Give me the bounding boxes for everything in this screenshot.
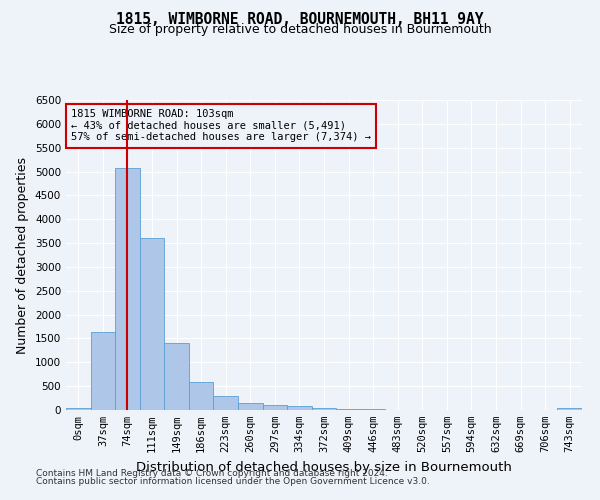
- Bar: [557, 408, 582, 410]
- Text: Contains HM Land Registry data © Crown copyright and database right 2024.: Contains HM Land Registry data © Crown c…: [36, 468, 388, 477]
- Bar: [214, 396, 238, 410]
- Bar: [115, 168, 140, 410]
- Bar: [140, 238, 164, 410]
- Text: 1815, WIMBORNE ROAD, BOURNEMOUTH, BH11 9AY: 1815, WIMBORNE ROAD, BOURNEMOUTH, BH11 9…: [116, 12, 484, 28]
- Bar: [91, 332, 115, 410]
- Text: Contains public sector information licensed under the Open Government Licence v3: Contains public sector information licen…: [36, 477, 430, 486]
- Bar: [66, 408, 91, 410]
- Bar: [336, 409, 361, 410]
- Bar: [263, 405, 287, 410]
- Bar: [189, 382, 214, 410]
- Y-axis label: Number of detached properties: Number of detached properties: [16, 156, 29, 354]
- X-axis label: Distribution of detached houses by size in Bournemouth: Distribution of detached houses by size …: [136, 460, 512, 473]
- Bar: [164, 343, 189, 410]
- Text: 1815 WIMBORNE ROAD: 103sqm
← 43% of detached houses are smaller (5,491)
57% of s: 1815 WIMBORNE ROAD: 103sqm ← 43% of deta…: [71, 110, 371, 142]
- Bar: [238, 403, 263, 410]
- Text: Size of property relative to detached houses in Bournemouth: Size of property relative to detached ho…: [109, 22, 491, 36]
- Bar: [287, 406, 312, 410]
- Bar: [312, 408, 336, 410]
